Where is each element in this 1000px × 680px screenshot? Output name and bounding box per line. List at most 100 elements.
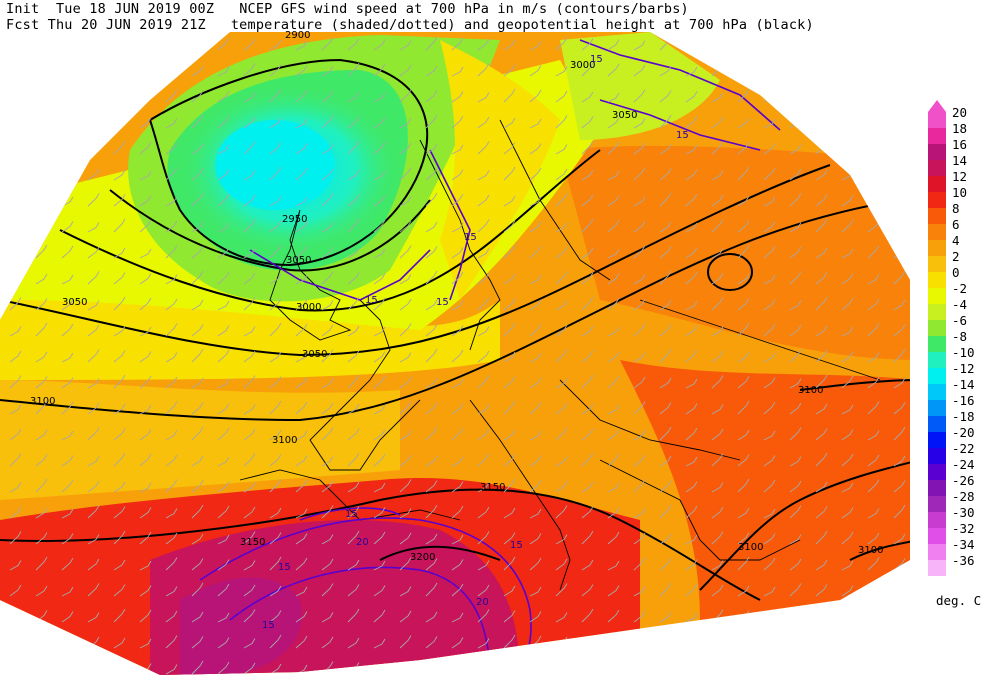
wind-label: 15 — [676, 130, 689, 141]
colorbar-label: -22 — [952, 441, 975, 456]
colorbar-swatch — [928, 160, 946, 176]
wind-barb — [217, 505, 230, 519]
wind-barb — [373, 219, 386, 233]
wind-barb — [191, 582, 204, 597]
height-label: 3050 — [302, 349, 327, 360]
wind-barb — [763, 352, 776, 363]
wind-barb — [243, 350, 256, 363]
weather-map: 2900 3000 3050 2950 3050 3000 3050 3050 … — [0, 30, 910, 675]
wind-barb — [347, 325, 360, 337]
wind-barb — [477, 662, 490, 675]
wind-barb — [893, 480, 906, 493]
wind-barb — [763, 143, 776, 155]
wind-barb — [35, 195, 48, 207]
wind-barb — [373, 663, 386, 675]
wind-barb — [477, 453, 490, 467]
wind-barb — [893, 168, 906, 181]
wind-barb — [581, 481, 594, 493]
colorbar-swatch — [928, 512, 946, 528]
wind-barb — [581, 325, 594, 337]
wind-barb — [191, 221, 204, 233]
wind-barb — [841, 141, 854, 155]
wind-barb — [295, 635, 308, 649]
wind-barb — [841, 453, 854, 467]
wind-barb — [867, 196, 880, 207]
wind-barb — [633, 40, 646, 51]
wind-barb — [35, 400, 48, 415]
wind-barb — [893, 114, 906, 129]
wind-barb — [685, 637, 698, 649]
colorbar-swatch — [928, 112, 946, 128]
height-label: 3050 — [62, 297, 87, 308]
wind-barb — [451, 37, 464, 51]
wind-barb — [503, 244, 516, 259]
wind-barb — [347, 194, 360, 207]
wind-barb — [841, 273, 854, 285]
wind-barb — [243, 194, 256, 207]
wind-barb — [347, 218, 360, 233]
wind-barb — [269, 166, 282, 181]
wind-barb — [737, 351, 750, 363]
wind-barb — [815, 247, 828, 259]
wind-barb — [347, 91, 360, 103]
wind-barb — [269, 298, 282, 311]
colorbar-swatch — [928, 240, 946, 256]
wind-barb — [295, 533, 308, 545]
wind-barb — [451, 91, 464, 103]
wind-barb — [269, 117, 282, 129]
wind-barb — [867, 664, 880, 675]
wind-barb — [763, 479, 776, 493]
wind-barb — [477, 219, 490, 233]
wind-barb — [295, 430, 308, 441]
wind-label: 15 — [345, 509, 358, 520]
wind-barb — [373, 63, 386, 77]
wind-barb — [87, 37, 100, 51]
wind-barb — [399, 664, 412, 675]
wind-barb — [191, 65, 204, 77]
wind-barb — [633, 430, 646, 441]
wind-barb — [763, 533, 776, 545]
wind-barb — [321, 115, 334, 129]
wind-barb — [451, 115, 464, 129]
wind-barb — [685, 37, 698, 51]
wind-barb — [867, 352, 880, 363]
wind-barb — [685, 481, 698, 493]
height-label: 3150 — [240, 537, 265, 548]
wind-barb — [139, 638, 152, 649]
wind-barb — [711, 248, 724, 259]
wind-barb — [347, 506, 360, 519]
wind-barb — [711, 92, 724, 103]
wind-barb — [35, 244, 48, 259]
colorbar-label: -20 — [952, 425, 975, 440]
wind-barb — [451, 300, 464, 311]
wind-barb — [9, 297, 22, 311]
wind-barb — [217, 169, 230, 181]
wind-barb — [425, 324, 438, 337]
wind-barb — [581, 247, 594, 259]
colorbar-label: -12 — [952, 361, 975, 376]
wind-barb — [217, 271, 230, 285]
wind-barb — [113, 608, 126, 623]
wind-barb — [607, 482, 620, 493]
wind-barb — [347, 584, 360, 597]
wind-barb — [737, 507, 750, 519]
wind-barb — [737, 298, 750, 311]
wind-barb — [893, 221, 906, 233]
wind-barb — [425, 221, 438, 233]
wind-barb — [295, 40, 308, 51]
wind-barb — [555, 378, 568, 389]
wind-barb — [321, 402, 334, 415]
header-line-1: Init Tue 18 JUN 2019 00Z NCEP GFS wind s… — [6, 1, 689, 17]
wind-barb — [477, 170, 490, 181]
wind-barb — [191, 426, 204, 441]
wind-barb — [295, 221, 308, 233]
wind-barb — [815, 296, 828, 311]
wind-barb — [529, 299, 542, 311]
wind-barb — [347, 116, 360, 129]
wind-barb — [607, 585, 620, 597]
wind-barb — [867, 245, 880, 259]
height-label: 3050 — [612, 110, 637, 121]
wind-barb — [867, 479, 880, 493]
wind-barb — [503, 610, 516, 623]
wind-barb — [659, 402, 672, 415]
